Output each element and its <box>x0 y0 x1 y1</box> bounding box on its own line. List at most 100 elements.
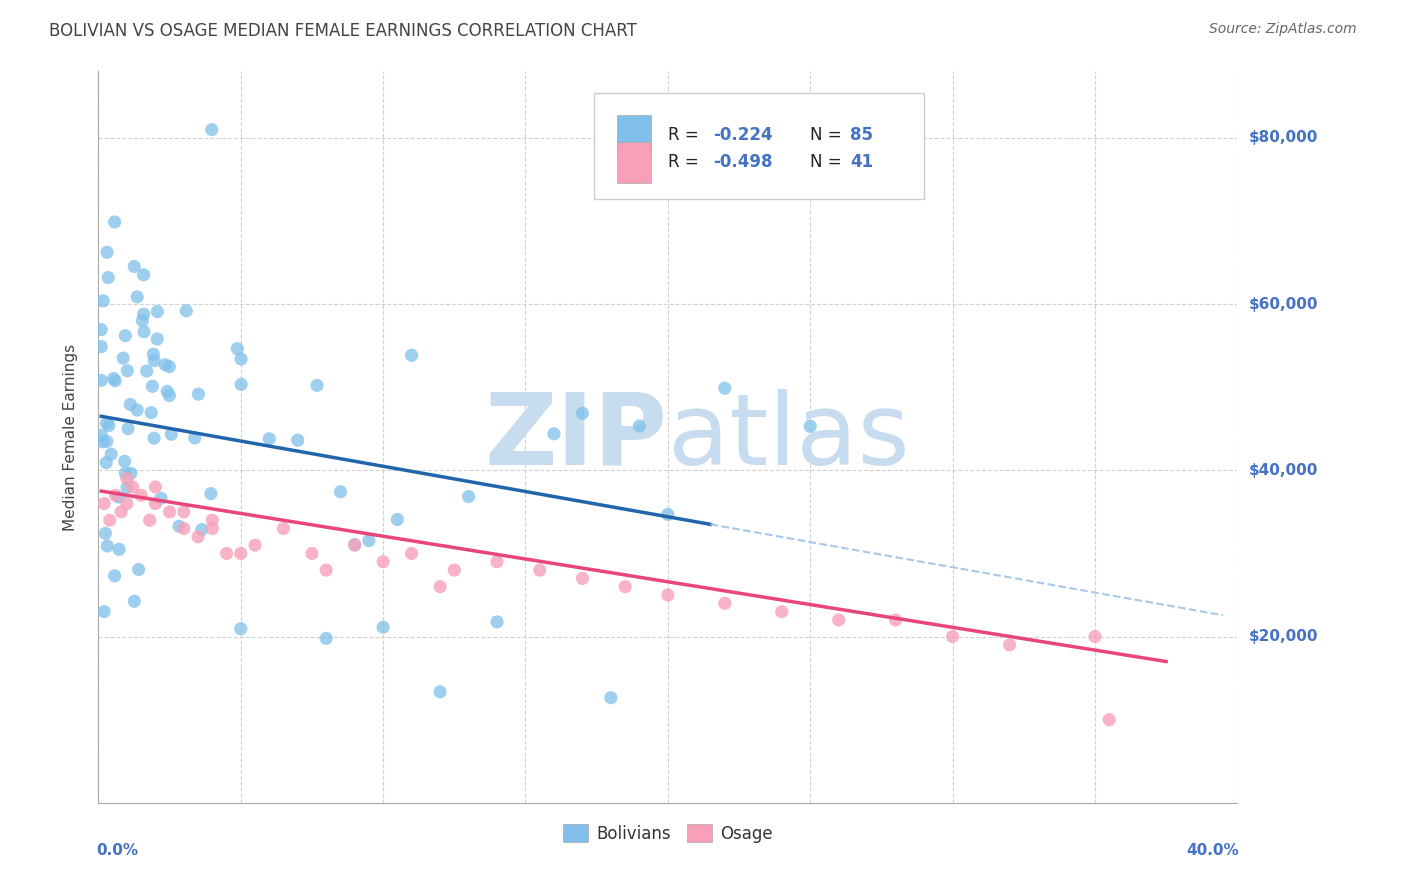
Point <box>96 539 118 553</box>
Point <box>486 615 509 629</box>
Point <box>942 630 965 644</box>
Point <box>529 563 551 577</box>
Point <box>187 530 209 544</box>
Point <box>107 490 129 504</box>
Point <box>96 417 118 431</box>
Point <box>91 293 114 308</box>
Point <box>132 307 155 321</box>
Point <box>657 508 679 522</box>
Point <box>201 521 224 535</box>
Point <box>357 533 380 548</box>
Point <box>457 490 479 504</box>
Point <box>1098 713 1121 727</box>
Point <box>160 427 183 442</box>
Point <box>115 480 138 494</box>
Point <box>301 546 323 560</box>
Text: -0.224: -0.224 <box>713 127 773 145</box>
Legend: Bolivians, Osage: Bolivians, Osage <box>555 818 780 849</box>
Point <box>159 505 181 519</box>
Point <box>401 546 423 560</box>
Point <box>96 245 118 260</box>
Point <box>98 513 121 527</box>
Point <box>183 431 205 445</box>
Y-axis label: Median Female Earnings: Median Female Earnings <box>63 343 77 531</box>
Point <box>714 596 737 610</box>
Point <box>714 381 737 395</box>
Point <box>429 685 451 699</box>
Point <box>343 538 366 552</box>
Point <box>200 486 222 500</box>
Point <box>117 421 139 435</box>
Point <box>98 418 121 433</box>
Point <box>571 571 593 585</box>
Point <box>600 690 623 705</box>
Point <box>114 467 136 481</box>
Point <box>443 563 465 577</box>
Point <box>770 605 793 619</box>
Point <box>243 538 266 552</box>
Text: 85: 85 <box>851 127 873 145</box>
Point <box>157 388 180 402</box>
Point <box>174 303 197 318</box>
Point <box>156 384 179 399</box>
Point <box>131 313 153 327</box>
Point <box>329 484 352 499</box>
Point <box>104 569 127 583</box>
Point <box>112 351 135 365</box>
Point <box>121 480 143 494</box>
Point <box>104 374 127 388</box>
Text: atlas: atlas <box>668 389 910 485</box>
Point <box>173 521 195 535</box>
Point <box>401 348 423 362</box>
Point <box>93 497 115 511</box>
Point <box>149 491 172 506</box>
Text: R =: R = <box>668 153 704 171</box>
Point <box>145 497 167 511</box>
Point <box>115 497 138 511</box>
Point <box>828 613 851 627</box>
Point <box>104 215 127 229</box>
Point <box>103 371 125 385</box>
Text: 40.0%: 40.0% <box>1187 843 1240 858</box>
Point <box>110 505 132 519</box>
Point <box>305 378 328 392</box>
Point <box>231 377 253 392</box>
Point <box>124 594 146 608</box>
Point <box>657 588 679 602</box>
Text: 0.0%: 0.0% <box>96 843 138 858</box>
Point <box>201 513 224 527</box>
Text: $40,000: $40,000 <box>1249 463 1317 478</box>
Point <box>373 555 395 569</box>
Point <box>117 364 139 378</box>
FancyBboxPatch shape <box>617 143 651 183</box>
Point <box>157 359 180 374</box>
Point <box>187 387 209 401</box>
Point <box>628 419 651 434</box>
Point <box>191 523 214 537</box>
Point <box>90 340 112 354</box>
Point <box>998 638 1021 652</box>
Point <box>486 555 509 569</box>
Point <box>229 622 252 636</box>
Point <box>115 472 138 486</box>
Point <box>167 519 190 533</box>
Text: Source: ZipAtlas.com: Source: ZipAtlas.com <box>1209 22 1357 37</box>
Point <box>90 373 112 387</box>
Text: -0.498: -0.498 <box>713 153 773 171</box>
Point <box>100 447 122 461</box>
Text: ZIP: ZIP <box>485 389 668 485</box>
Point <box>1084 630 1107 644</box>
Point <box>143 353 166 368</box>
Point <box>141 379 163 393</box>
Point <box>229 546 252 560</box>
Point <box>96 456 118 470</box>
Point <box>145 480 167 494</box>
Point <box>614 580 637 594</box>
Point <box>343 537 366 551</box>
Point <box>226 342 249 356</box>
Point <box>132 268 155 282</box>
Point <box>127 403 149 417</box>
Point <box>571 406 593 420</box>
Point <box>114 454 136 468</box>
Point <box>142 347 165 361</box>
